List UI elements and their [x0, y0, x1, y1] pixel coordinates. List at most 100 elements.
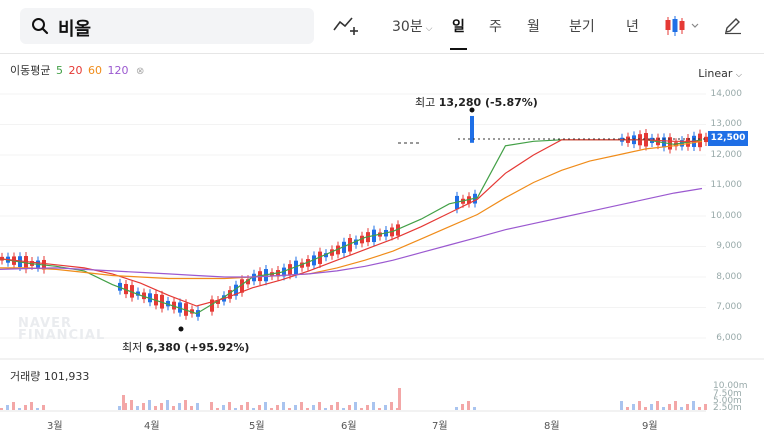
candle-body — [330, 249, 334, 256]
volume-bar — [461, 404, 464, 410]
edit-pencil-icon[interactable] — [723, 15, 743, 35]
candle-body — [300, 262, 304, 268]
ma-line-5 — [0, 139, 703, 315]
period-week[interactable]: 주 — [489, 19, 502, 35]
volume-bar — [122, 395, 125, 410]
volume-bar — [318, 402, 321, 410]
month-label: 9월 — [642, 421, 658, 432]
volume-bar — [42, 405, 45, 410]
candle-body — [294, 260, 298, 275]
candle-body — [336, 245, 340, 255]
month-label: 6월 — [341, 421, 357, 432]
volume-bar — [18, 408, 21, 410]
volume-bar — [336, 402, 339, 410]
volume-bar — [166, 400, 169, 410]
volume-tick: 2.50m — [713, 403, 742, 413]
candle-body — [124, 284, 128, 295]
volume-bar — [264, 402, 267, 410]
candle-body — [228, 290, 232, 299]
volume-bar — [620, 401, 623, 410]
high-candle — [470, 115, 474, 143]
candle-body — [118, 282, 122, 291]
legend-close-icon[interactable]: ⊗ — [135, 66, 145, 77]
y-tick: 12,000 — [710, 150, 743, 160]
chart-type-candle-icon[interactable] — [664, 15, 702, 37]
volume-bar — [704, 404, 707, 410]
volume-bar — [288, 408, 291, 410]
volume-tick: 10.00m — [713, 381, 748, 391]
volume-bar — [632, 404, 635, 410]
candle-body — [342, 241, 346, 253]
volume-bar — [638, 401, 641, 410]
low-annotation: 최저 6,380 (+95.92%) — [122, 341, 250, 354]
volume-bar — [644, 407, 647, 410]
month-label: 3월 — [47, 421, 63, 432]
volume-bar — [398, 388, 401, 410]
volume-bar — [348, 405, 351, 410]
volume-bar — [142, 403, 145, 410]
y-tick: 9,000 — [716, 241, 742, 251]
volume-bar — [384, 405, 387, 410]
candle-body — [190, 309, 194, 314]
period-day[interactable]: 일 — [450, 16, 467, 50]
volume-bar — [240, 405, 243, 410]
period-month[interactable]: 월 — [527, 19, 540, 35]
candle-body — [130, 285, 134, 298]
period-quarter[interactable]: 분기 — [569, 19, 595, 35]
search-box[interactable]: 비올 — [20, 8, 314, 44]
volume-bar — [6, 405, 9, 410]
candle-body — [324, 253, 328, 258]
volume-label: 거래량 101,933 — [10, 370, 90, 383]
naver-financial-watermark: NAVER FINANCIAL — [18, 316, 106, 343]
volume-bar — [686, 404, 689, 410]
period-30min[interactable]: 30분 ⌵ — [392, 19, 433, 35]
volume-bar — [24, 405, 27, 410]
search-query: 비올 — [58, 19, 92, 40]
search-icon — [32, 18, 49, 35]
volume-tick: 5.00m — [713, 396, 742, 406]
drawing-tool-icon[interactable] — [332, 14, 358, 36]
legend-ma120: 120 — [107, 64, 129, 77]
volume-bar — [294, 405, 297, 410]
volume-bar — [234, 408, 237, 410]
legend-ma20: 20 — [68, 64, 83, 77]
volume-bar — [692, 401, 695, 410]
volume-bar — [160, 403, 163, 410]
volume-bar — [698, 407, 701, 410]
candle-body — [318, 251, 322, 264]
volume-bar — [124, 403, 127, 410]
volume-bar — [324, 408, 327, 410]
candle-body — [288, 264, 292, 276]
legend-ma5: 5 — [55, 64, 63, 77]
volume-bar — [626, 407, 629, 410]
volume-bar — [455, 407, 458, 410]
volume-bar — [270, 408, 273, 410]
volume-bar — [650, 404, 653, 410]
period-year[interactable]: 년 — [626, 19, 639, 35]
candle-body — [704, 136, 708, 143]
volume-bar — [154, 406, 157, 410]
current-price-tag: 12,500 — [708, 131, 748, 146]
volume-bar — [390, 402, 393, 410]
volume-bar — [276, 405, 279, 410]
legend-ma60: 60 — [87, 64, 102, 77]
y-tick: 6,000 — [716, 333, 742, 343]
month-label: 7월 — [432, 421, 448, 432]
ma-line-120 — [0, 187, 703, 278]
volume-bar — [306, 408, 309, 410]
volume-bar — [222, 405, 225, 410]
scale-selector[interactable]: Linear ⌵ — [698, 67, 742, 80]
candle-body — [210, 299, 214, 312]
y-tick: 14,000 — [710, 89, 743, 99]
volume-bar — [0, 408, 3, 410]
volume-bar — [680, 407, 683, 410]
high-marker — [469, 107, 475, 113]
volume-bar — [330, 405, 333, 410]
y-tick: 11,000 — [710, 180, 743, 190]
volume-bar — [196, 403, 199, 410]
volume-bar — [148, 400, 151, 410]
volume-bar — [300, 402, 303, 410]
volume-bar — [378, 408, 381, 410]
candle-body — [306, 259, 310, 267]
